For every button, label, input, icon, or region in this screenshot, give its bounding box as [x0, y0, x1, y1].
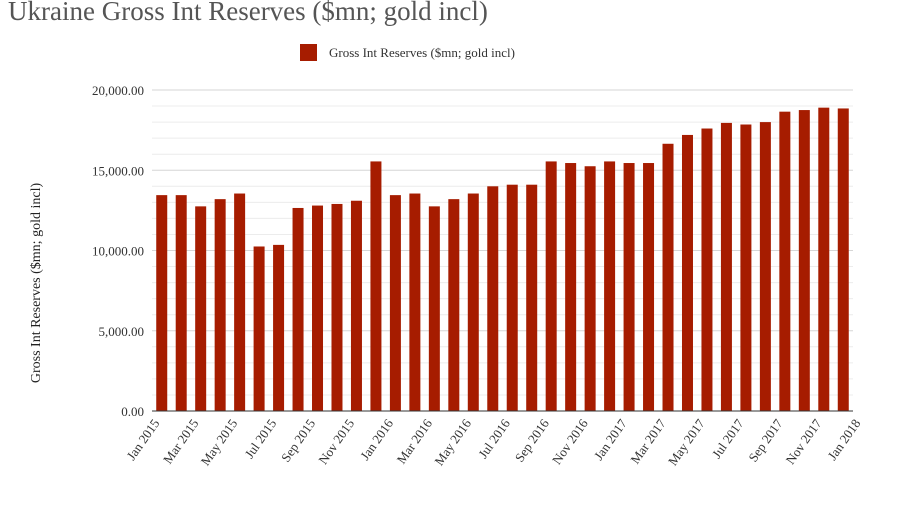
bar: [389, 195, 401, 411]
x-tick-label: Jan 2015: [123, 416, 162, 463]
bar: [350, 200, 362, 411]
x-tick-label: Nov 2017: [783, 416, 825, 467]
bar: [428, 206, 440, 411]
x-tick-label: Mar 2015: [160, 416, 201, 466]
x-tick-label: Jan 2017: [591, 416, 630, 463]
legend-label: Gross Int Reserves ($mn; gold incl): [329, 44, 515, 60]
legend-swatch: [300, 44, 317, 61]
bar: [565, 163, 577, 411]
x-tick-label: May 2017: [665, 416, 708, 468]
bar: [156, 195, 168, 411]
x-tick-label: Mar 2016: [394, 416, 436, 467]
bar: [409, 193, 421, 411]
x-tick-label: Sep 2016: [512, 416, 553, 465]
bar: [623, 163, 635, 411]
y-tick-label: 0.00: [121, 404, 144, 419]
bar: [273, 244, 285, 411]
x-tick-label: Sep 2015: [278, 416, 318, 465]
bar: [662, 143, 674, 411]
y-tick-label: 15,000.00: [92, 163, 144, 178]
y-tick-label: 5,000.00: [99, 324, 145, 339]
x-tick-label: Nov 2015: [315, 416, 357, 467]
x-tick-label: Jul 2017: [709, 416, 747, 461]
x-tick-label: May 2015: [198, 416, 241, 468]
bar: [467, 193, 479, 411]
bar: [195, 206, 207, 411]
x-tick-label: Mar 2017: [627, 416, 669, 467]
bar: [720, 122, 732, 411]
bar: [487, 186, 499, 411]
bar: [798, 110, 810, 411]
legend: Gross Int Reserves ($mn; gold incl): [300, 44, 515, 61]
bar: [448, 199, 460, 411]
bar: [234, 193, 246, 411]
bar: [740, 124, 752, 411]
x-tick-label: Jul 2015: [242, 416, 280, 461]
x-tick-label: Jan 2016: [357, 416, 396, 463]
bar: [818, 107, 830, 411]
bar: [759, 122, 771, 411]
bar: [526, 184, 538, 411]
y-tick-label: 20,000.00: [92, 83, 144, 98]
bar: [253, 246, 265, 411]
bar: [506, 184, 518, 411]
bar: [643, 163, 655, 411]
x-tick-label: Nov 2016: [549, 416, 591, 467]
bar: [331, 203, 343, 411]
bar: [545, 161, 557, 411]
bar: [779, 111, 791, 411]
bar: [837, 108, 849, 412]
bar: [604, 161, 616, 411]
x-tick-label: Jan 2018: [824, 416, 863, 463]
bar: [175, 195, 187, 411]
x-tick-label: May 2016: [431, 416, 474, 468]
bar: [214, 199, 226, 411]
chart-title: Ukraine Gross Int Reserves ($mn; gold in…: [8, 0, 488, 26]
bar: [584, 166, 596, 411]
bar: [370, 161, 382, 411]
x-tick-label: Jul 2016: [475, 416, 513, 461]
x-tick-label: Sep 2017: [745, 416, 786, 465]
bar: [681, 134, 693, 411]
bar: [292, 207, 304, 411]
bar: [701, 128, 713, 411]
y-tick-label: 10,000.00: [92, 244, 144, 259]
bar: [312, 205, 324, 411]
